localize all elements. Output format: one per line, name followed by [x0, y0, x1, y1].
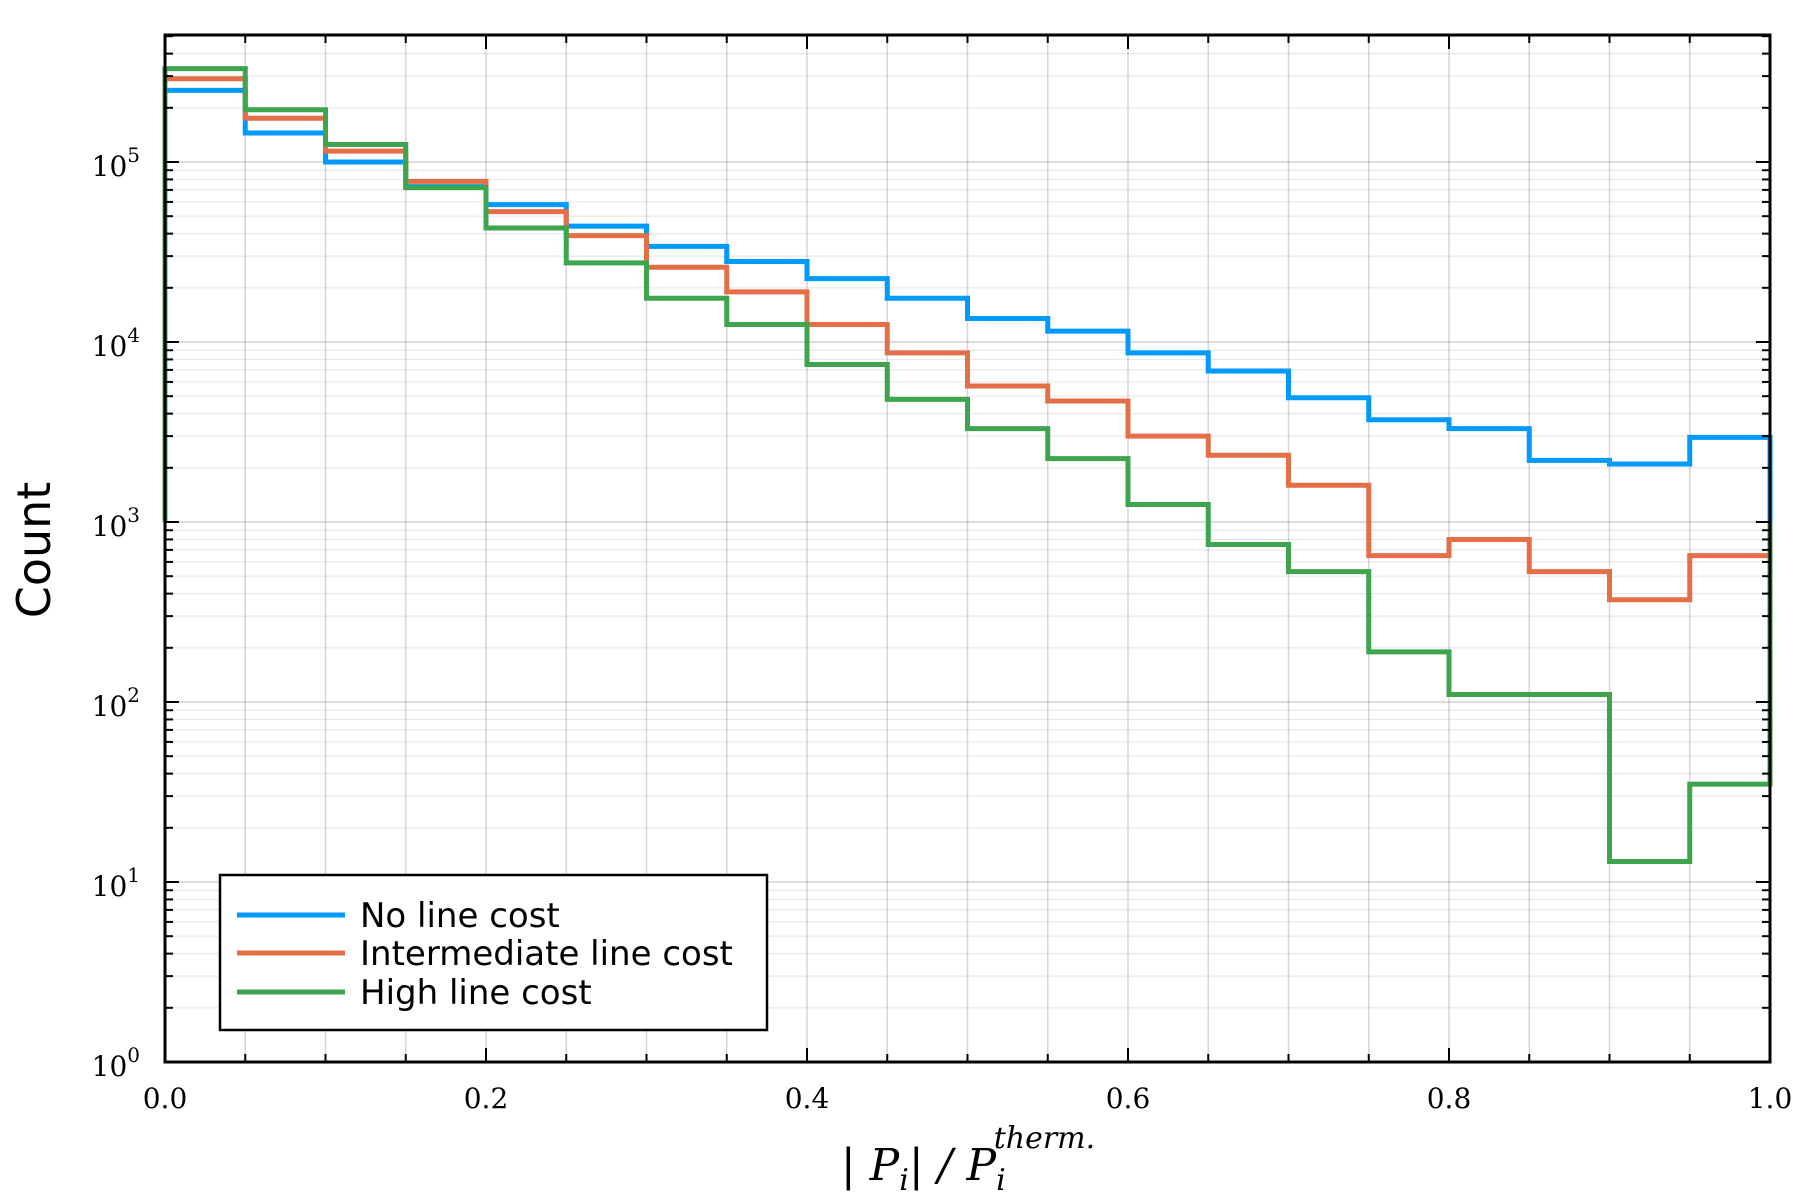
series-line-high-line-cost [162, 66, 1773, 864]
plot-frame [163, 33, 1772, 1064]
y-tick-exponent: 1 [127, 863, 140, 887]
legend: No line cost Intermediate line cost High… [218, 873, 769, 1032]
y-tick-exponent: 3 [127, 503, 140, 527]
y-tick-base: 10 [92, 510, 128, 543]
y-tick-label: 105 [92, 143, 140, 183]
x-title-sup: therm. [994, 1121, 1095, 1156]
x-tick-label: 0.4 [785, 1082, 830, 1115]
y-tick-base: 10 [92, 150, 128, 183]
y-tick-exponent: 0 [127, 1043, 140, 1067]
y-tick-exponent: 2 [127, 683, 140, 707]
y-tick-label: 102 [92, 683, 140, 723]
y-tick-label: 103 [92, 503, 140, 543]
x-tick-label: 0.0 [143, 1082, 188, 1115]
y-tick-exponent: 5 [127, 143, 140, 167]
svg-text:| Pi| / Pitherm.: | Pi| / Pitherm. [841, 1121, 1095, 1198]
x-title-prefix-sub: i [899, 1163, 909, 1198]
x-tick-label: 0.2 [464, 1082, 509, 1115]
x-title-prefix: | P [841, 1140, 901, 1191]
x-tick-label: 0.8 [1427, 1082, 1472, 1115]
y-tick-base: 10 [92, 690, 128, 723]
x-axis-title: | Pi| / Pitherm. [841, 1121, 1095, 1198]
y-tick-label: 104 [92, 323, 140, 363]
legend-label-high-line-cost: High line cost [360, 973, 592, 1013]
y-tick-label: 101 [92, 863, 140, 903]
y-tick-base: 10 [92, 870, 128, 903]
legend-label-no-line-cost: No line cost [360, 896, 560, 936]
series-group [162, 66, 1773, 864]
y-tick-exponent: 4 [127, 323, 140, 347]
y-tick-base: 10 [92, 330, 128, 363]
legend-label-intermediate-line-cost: Intermediate line cost [360, 934, 733, 974]
y-tick-label: 100 [92, 1043, 140, 1083]
x-tick-label: 1.0 [1748, 1082, 1793, 1115]
x-title-sub: i [996, 1163, 1006, 1198]
x-tick-label: 0.6 [1106, 1082, 1151, 1115]
y-tick-base: 10 [92, 1050, 128, 1083]
x-tick-labels: 0.0 0.2 0.4 0.6 0.8 1.0 [143, 1082, 1793, 1115]
y-axis-title: Count [7, 482, 61, 619]
x-title-middle: | / P [909, 1140, 998, 1191]
